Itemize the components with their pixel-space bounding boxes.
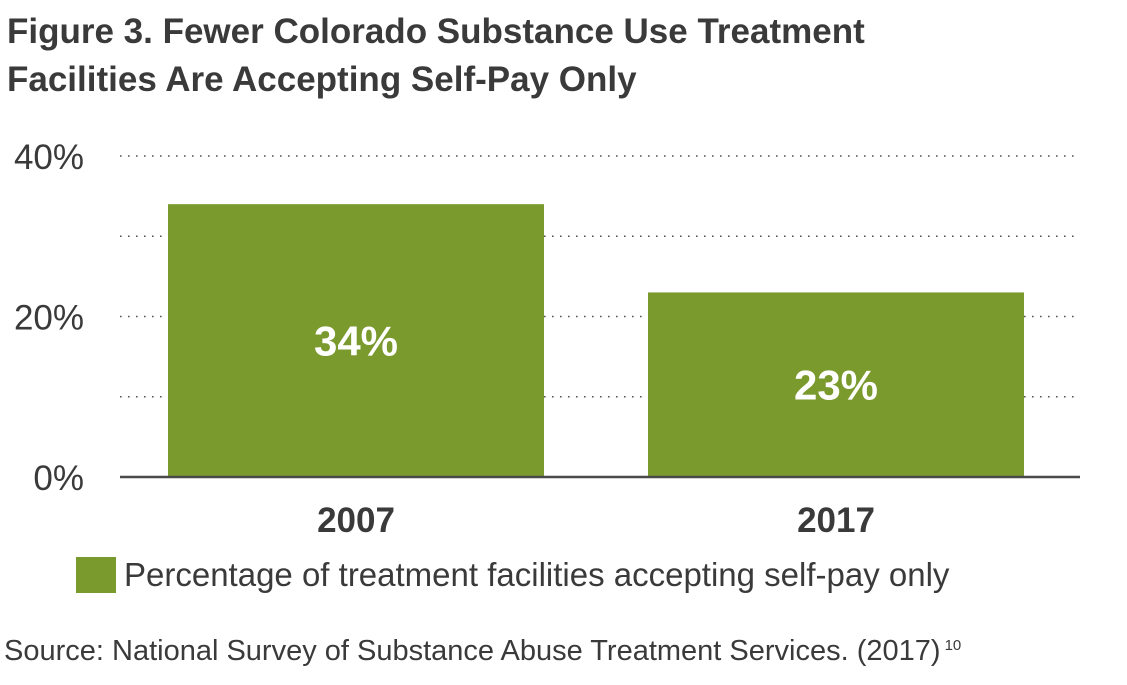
- bar-value-label: 23%: [794, 362, 878, 409]
- y-tick-label: 0%: [33, 459, 84, 498]
- legend: Percentage of treatment facilities accep…: [76, 553, 949, 597]
- legend-swatch: [76, 557, 116, 593]
- bar-chart: 0% 20% 40% 34% 2007 23% 2017: [14, 138, 1080, 540]
- chart-title-line-2: Facilities Are Accepting Self-Pay Only: [7, 60, 637, 99]
- bar: [168, 204, 544, 477]
- x-tick-label: 2007: [317, 501, 395, 540]
- bar-value-label: 34%: [314, 318, 398, 365]
- x-tick-label: 2017: [797, 501, 875, 540]
- y-tick-label: 40%: [14, 138, 84, 177]
- legend-label: Percentage of treatment facilities accep…: [124, 556, 950, 593]
- chart-title-line-1: Figure 3. Fewer Colorado Substance Use T…: [7, 12, 865, 51]
- bar: [648, 292, 1024, 477]
- source-text: Source: National Survey of Substance Abu…: [4, 635, 941, 667]
- chart-title: Figure 3. Fewer Colorado Substance Use T…: [7, 8, 1117, 104]
- source-reference: 10: [944, 637, 962, 654]
- source-note: Source: National Survey of Substance Abu…: [4, 635, 961, 668]
- y-tick-label: 20%: [14, 299, 84, 338]
